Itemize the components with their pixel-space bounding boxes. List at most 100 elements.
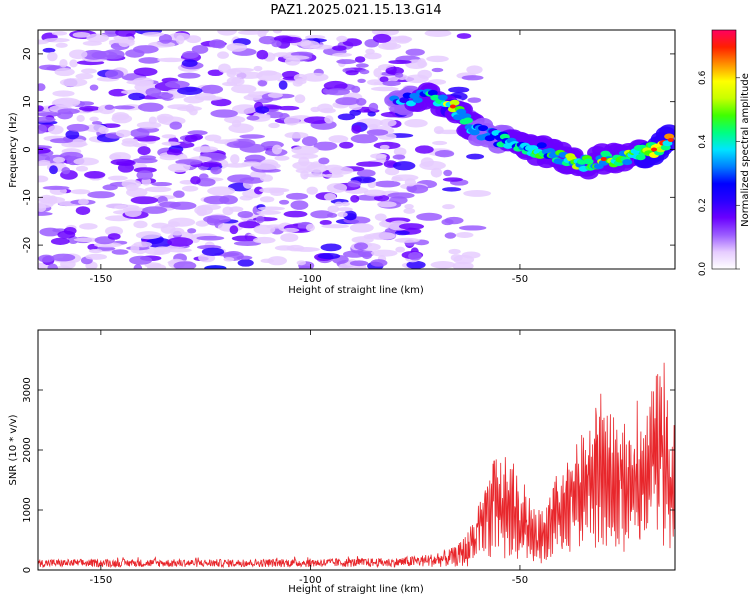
ridge-cell [412,97,423,104]
spectrogram-cell [255,106,270,114]
spectrogram-cell [229,225,239,235]
spectrogram-cell [283,210,308,218]
spectrogram-cell [391,176,404,182]
y-tick-label: -20 [22,237,33,253]
spectrogram-cell [366,129,389,136]
spectrogram-cell [461,251,481,259]
spectrogram-cell [450,254,463,262]
spectrogram-cell [157,57,185,63]
spectrogram-cell [467,97,482,103]
spectrogram-cell [104,104,115,110]
spectrogram-cell [354,242,368,251]
spectrogram-cell [51,31,68,36]
ridge-cell [664,133,675,140]
spectrogram-cell [394,237,420,243]
spectrogram-cell [52,90,75,97]
spectrogram-cell [147,263,167,269]
spectrogram-cell [210,166,222,175]
spectrogram-cell [291,145,319,155]
ridge-cell [469,129,480,136]
spectrogram-cell [210,109,238,118]
spectrogram-cell [285,192,309,200]
x-tick-label: -50 [512,575,528,586]
spectrogram-cell [268,122,280,129]
spectrogram-cell [121,138,138,144]
spectrogram-cell [226,140,254,149]
spectrogram-cell [38,124,48,134]
spectrogram-cell [164,80,190,89]
spectrogram-cell [371,232,396,240]
spectrogram-cell [59,59,68,68]
spectrogram-ylabel: Frequency (Hz) [8,112,19,188]
spectrogram-cell [320,243,342,252]
spectrogram-cell [432,140,448,146]
spectrogram-cell [38,203,47,212]
spectrogram-cell [200,161,222,168]
spectrogram-cell [290,200,309,210]
spectrogram-cell [298,265,313,269]
spectrogram-cell [166,148,182,156]
spectrogram-cell [337,113,356,121]
spectrogram-cell [321,224,350,229]
spectrogram-cell [372,33,392,43]
spectrogram-cell [203,215,231,224]
spectrogram-cell [176,105,203,112]
spectrogram-cell [197,95,224,101]
spectrogram-cell [231,104,258,114]
spectrogram-cell [139,155,157,161]
spectrogram-cell [370,153,387,159]
spectrogram-cell [161,141,181,146]
ridge-cell [427,89,438,96]
ridge-cell [622,159,633,166]
spectrogram-cell [231,119,242,128]
spectrogram-cell [226,70,237,78]
spectrogram-cell [73,237,100,243]
spectrogram-cell [204,134,222,142]
spectrogram-cell [341,201,350,207]
snr-ylabel: SNR (10 * v/v) [8,414,19,485]
spectrogram-cell [417,58,427,68]
y-tick-label: 10 [22,95,33,108]
spectrogram-cell [266,111,284,119]
spectrogram-cell [442,187,462,192]
spectrogram-cell [75,206,91,215]
spectrogram-cell [159,154,180,161]
x-tick-label: -150 [90,575,113,586]
ridge-peak [449,104,456,109]
spectrogram-cell [230,154,240,164]
spectrogram-cell [392,161,416,171]
spectrogram-cell [130,128,150,138]
spectrogram-cell [420,157,434,168]
spectrogram-cell [112,105,135,110]
spectrogram-cell [361,251,373,260]
spectrogram-cell [138,57,161,64]
spectrogram-cell [233,240,262,246]
spectrogram-cell [286,244,305,252]
spectrogram-cell [105,203,127,209]
spectrogram-cell [357,78,366,84]
spectrogram-cell [196,177,216,187]
spectrogram-cell [173,261,197,269]
spectrogram-cell [167,221,181,228]
spectrogram-cell [337,211,348,218]
spectrogram-cell [393,147,407,157]
spectrogram-cell [430,261,456,269]
ridge-peak [651,147,658,152]
spectrogram-cell [161,134,177,139]
spectrogram-cell [197,204,222,211]
spectrogram-cell [66,123,90,132]
spectrogram-cell [405,74,429,84]
ridge-cell [478,125,489,132]
spectrogram-cell [257,80,268,87]
spectrogram-cell [404,118,428,128]
spectrogram-cell [278,80,288,90]
spectrogram-cell [68,142,88,147]
spectrogram-cell [256,215,265,223]
spectrogram-cell [47,263,58,269]
spectrogram-cell [414,145,434,154]
spectrogram-cell [351,236,374,244]
spectrogram-cell [320,107,336,114]
spectrogram-cell [38,105,44,112]
spectrogram-cell [52,156,66,163]
